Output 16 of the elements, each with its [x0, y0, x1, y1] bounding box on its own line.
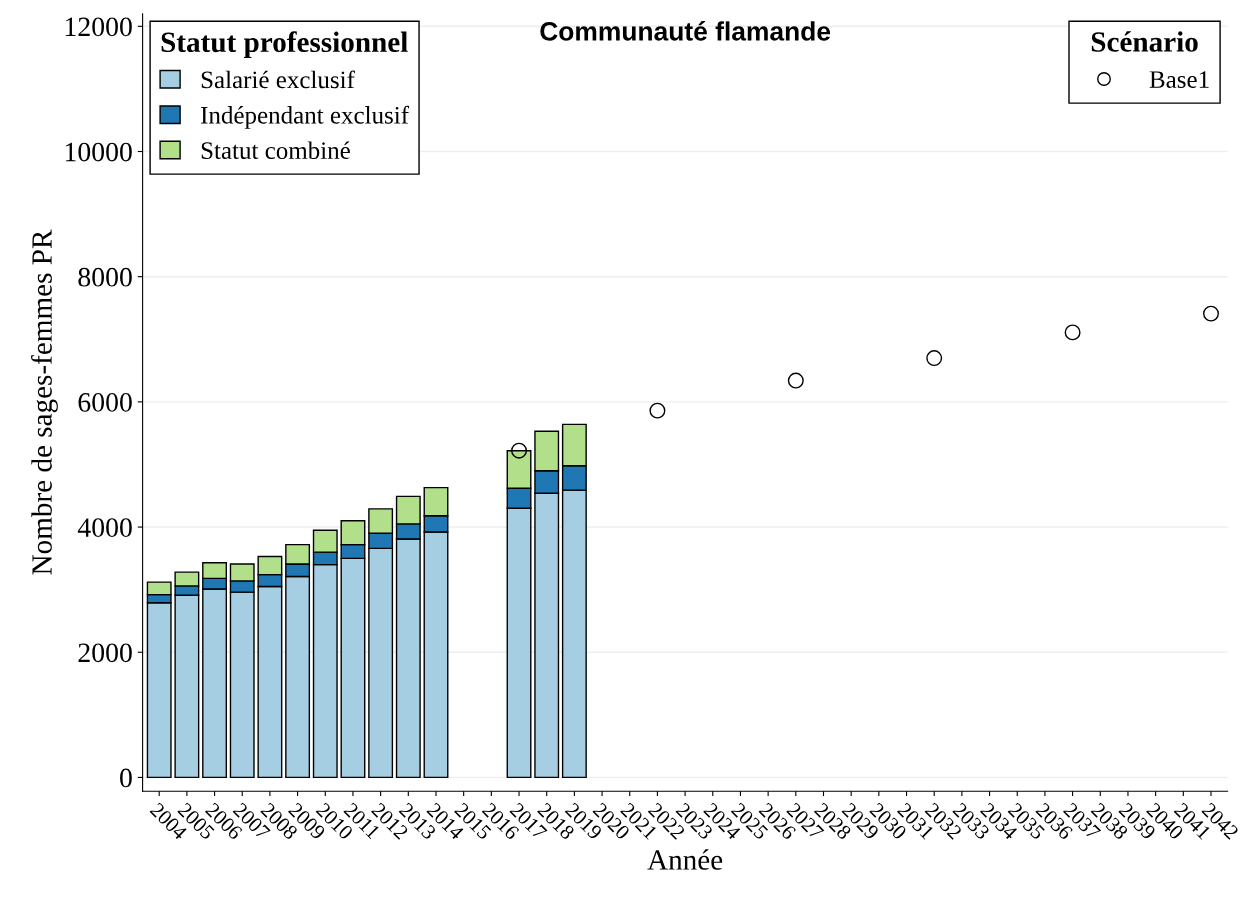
y-tick-label: 12000 [65, 17, 132, 37]
chart-title: Communauté flamande [540, 21, 831, 41]
y-axis-title: Nombre de sages-femmes PR [31, 229, 58, 575]
y-tick-label: 4000 [77, 518, 132, 537]
y-tick-label: 0 [120, 768, 132, 788]
y-tick-label: 8000 [78, 267, 132, 287]
y-tick-label: 2000 [78, 643, 132, 663]
legend-label: Base1 [1149, 71, 1209, 88]
legend-label: Indépendant exclusif [201, 105, 410, 129]
y-tick-label: 6000 [78, 393, 132, 412]
legend-label: Salarié exclusif [201, 70, 355, 89]
y-tick-label: 10000 [65, 142, 132, 162]
x-axis-title: Année [647, 849, 723, 870]
legend-title: Statut professionnel [161, 31, 408, 59]
annotation: Scénario [1091, 31, 1198, 52]
legend-label: Statut combiné [201, 141, 350, 160]
